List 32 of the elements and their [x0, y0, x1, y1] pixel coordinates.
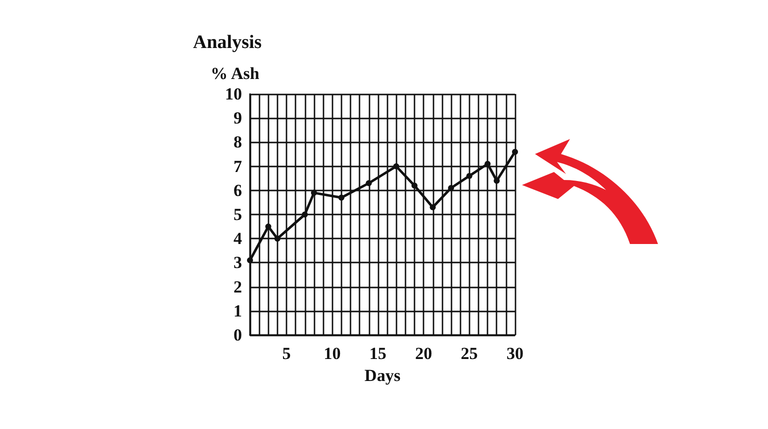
point — [338, 194, 344, 201]
point — [247, 257, 253, 264]
point — [393, 163, 400, 170]
point — [411, 182, 418, 189]
x-tick-label: 5 — [282, 344, 291, 363]
point — [512, 148, 518, 155]
y-tick-label: 5 — [234, 205, 242, 224]
chart-title: Analysis — [193, 32, 262, 53]
y-tick-label: 7 — [234, 156, 242, 176]
point — [494, 178, 500, 184]
point — [466, 172, 472, 179]
x-tick-label: 10 — [324, 344, 341, 363]
x-tick-label: 25 — [460, 344, 478, 363]
y-tick-label: 9 — [234, 108, 242, 128]
x-tick-label: 20 — [415, 344, 432, 363]
x-tick-label: 15 — [369, 344, 386, 363]
point — [366, 180, 372, 186]
y-tick-label: 8 — [234, 132, 242, 152]
y-tick-label: 0 — [234, 326, 242, 344]
y-tick-label: 1 — [234, 301, 242, 320]
y-tick-label: 2 — [234, 277, 242, 296]
point — [430, 204, 436, 210]
point — [302, 212, 308, 218]
y-tick-label: 6 — [234, 180, 242, 200]
x-tick-label: 30 — [506, 344, 524, 363]
point — [274, 236, 280, 242]
point — [310, 190, 317, 196]
y-tick-label: 4 — [234, 229, 242, 248]
y-axis-title: % Ash — [210, 64, 260, 83]
y-tick-label: 10 — [225, 84, 242, 104]
x-axis-title: Days — [364, 366, 401, 385]
y-tick-label: 3 — [234, 253, 242, 272]
